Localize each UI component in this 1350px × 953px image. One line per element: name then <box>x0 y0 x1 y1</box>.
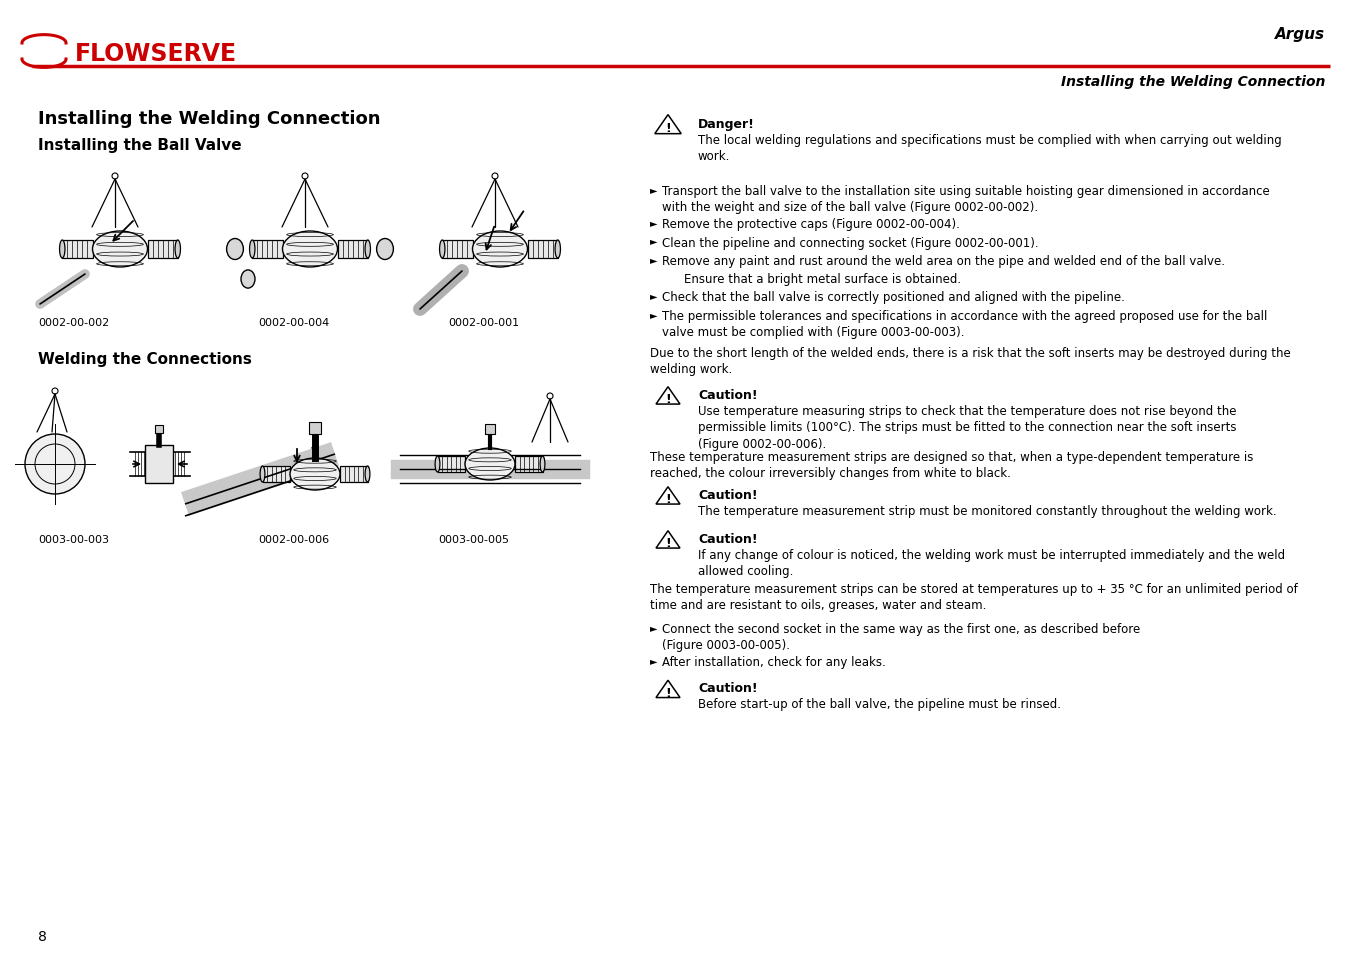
Text: 0002-00-001: 0002-00-001 <box>448 317 520 328</box>
Ellipse shape <box>435 456 440 473</box>
Ellipse shape <box>250 241 255 258</box>
Text: Check that the ball valve is correctly positioned and aligned with the pipeline.: Check that the ball valve is correctly p… <box>662 292 1125 304</box>
Text: 8: 8 <box>38 929 47 943</box>
FancyBboxPatch shape <box>155 426 163 434</box>
Text: Welding the Connections: Welding the Connections <box>38 352 252 367</box>
Text: 0002-00-006: 0002-00-006 <box>258 535 329 544</box>
FancyBboxPatch shape <box>147 241 178 258</box>
Ellipse shape <box>282 232 338 268</box>
Text: After installation, check for any leaks.: After installation, check for any leaks. <box>662 656 886 668</box>
Circle shape <box>26 435 85 495</box>
FancyBboxPatch shape <box>340 467 367 482</box>
Text: !: ! <box>666 686 671 700</box>
Text: !: ! <box>666 122 671 135</box>
Text: !: ! <box>666 393 671 406</box>
Text: Remove any paint and rust around the weld area on the pipe and welded end of the: Remove any paint and rust around the wel… <box>662 254 1224 268</box>
Text: ►: ► <box>649 292 657 301</box>
Ellipse shape <box>472 232 528 268</box>
Text: ►: ► <box>649 236 657 246</box>
FancyBboxPatch shape <box>437 456 464 473</box>
FancyBboxPatch shape <box>62 241 93 258</box>
Ellipse shape <box>59 241 65 258</box>
Ellipse shape <box>93 232 147 268</box>
Text: If any change of colour is noticed, the welding work must be interrupted immedia: If any change of colour is noticed, the … <box>698 548 1285 578</box>
Ellipse shape <box>377 239 393 260</box>
Text: 0003-00-003: 0003-00-003 <box>38 535 109 544</box>
Text: ►: ► <box>649 310 657 319</box>
Text: Installing the Welding Connection: Installing the Welding Connection <box>1061 75 1324 89</box>
Text: Due to the short length of the welded ends, there is a risk that the soft insert: Due to the short length of the welded en… <box>649 347 1291 376</box>
Text: Ensure that a bright metal surface is obtained.: Ensure that a bright metal surface is ob… <box>684 274 961 286</box>
Text: The permissible tolerances and specifications in accordance with the agreed prop: The permissible tolerances and specifica… <box>662 310 1268 339</box>
Text: The local welding regulations and specifications must be complied with when carr: The local welding regulations and specif… <box>698 133 1281 163</box>
Text: FLOWSERVE: FLOWSERVE <box>76 42 238 66</box>
Text: Caution!: Caution! <box>698 489 757 501</box>
Text: 0002-00-002: 0002-00-002 <box>38 317 109 328</box>
Text: Connect the second socket in the same way as the first one, as described before
: Connect the second socket in the same wa… <box>662 622 1141 652</box>
Text: !: ! <box>666 493 671 506</box>
Text: Installing the Ball Valve: Installing the Ball Valve <box>38 138 242 152</box>
Text: Transport the ball valve to the installation site using suitable hoisting gear d: Transport the ball valve to the installa… <box>662 185 1270 214</box>
Text: ►: ► <box>649 254 657 265</box>
Text: 0002-00-004: 0002-00-004 <box>258 317 329 328</box>
Ellipse shape <box>227 239 243 260</box>
FancyBboxPatch shape <box>144 446 173 483</box>
Ellipse shape <box>464 449 514 480</box>
Ellipse shape <box>364 467 370 482</box>
Text: Use temperature measuring strips to check that the temperature does not rise bey: Use temperature measuring strips to chec… <box>698 405 1237 451</box>
Ellipse shape <box>261 467 265 482</box>
Text: Clean the pipeline and connecting socket (Figure 0002-00-001).: Clean the pipeline and connecting socket… <box>662 236 1038 250</box>
Text: Caution!: Caution! <box>698 533 757 545</box>
Ellipse shape <box>364 241 370 258</box>
FancyBboxPatch shape <box>262 467 290 482</box>
Text: These temperature measurement strips are designed so that, when a type-dependent: These temperature measurement strips are… <box>649 451 1253 480</box>
Ellipse shape <box>176 241 181 258</box>
Ellipse shape <box>242 271 255 289</box>
Text: ►: ► <box>649 656 657 665</box>
Ellipse shape <box>290 458 340 491</box>
Text: Danger!: Danger! <box>698 118 755 131</box>
Ellipse shape <box>540 456 545 473</box>
Ellipse shape <box>440 241 446 258</box>
Text: The temperature measurement strips can be stored at temperatures up to + 35 °C f: The temperature measurement strips can b… <box>649 582 1297 612</box>
Text: Caution!: Caution! <box>698 389 757 401</box>
Ellipse shape <box>555 241 560 258</box>
Text: 0003-00-005: 0003-00-005 <box>437 535 509 544</box>
Text: Caution!: Caution! <box>698 681 757 695</box>
FancyBboxPatch shape <box>485 424 495 435</box>
Text: Installing the Welding Connection: Installing the Welding Connection <box>38 110 381 128</box>
Text: ►: ► <box>649 218 657 228</box>
FancyBboxPatch shape <box>443 241 472 258</box>
FancyBboxPatch shape <box>338 241 367 258</box>
Text: Remove the protective caps (Figure 0002-00-004).: Remove the protective caps (Figure 0002-… <box>662 218 960 231</box>
Text: ►: ► <box>649 185 657 194</box>
Text: !: ! <box>666 537 671 550</box>
FancyBboxPatch shape <box>309 422 321 435</box>
Text: Before start-up of the ball valve, the pipeline must be rinsed.: Before start-up of the ball valve, the p… <box>698 698 1061 711</box>
Text: Argus: Argus <box>1274 28 1324 43</box>
Text: ►: ► <box>649 622 657 633</box>
FancyBboxPatch shape <box>252 241 282 258</box>
FancyBboxPatch shape <box>528 241 558 258</box>
Text: The temperature measurement strip must be monitored constantly throughout the we: The temperature measurement strip must b… <box>698 504 1277 517</box>
FancyBboxPatch shape <box>514 456 543 473</box>
